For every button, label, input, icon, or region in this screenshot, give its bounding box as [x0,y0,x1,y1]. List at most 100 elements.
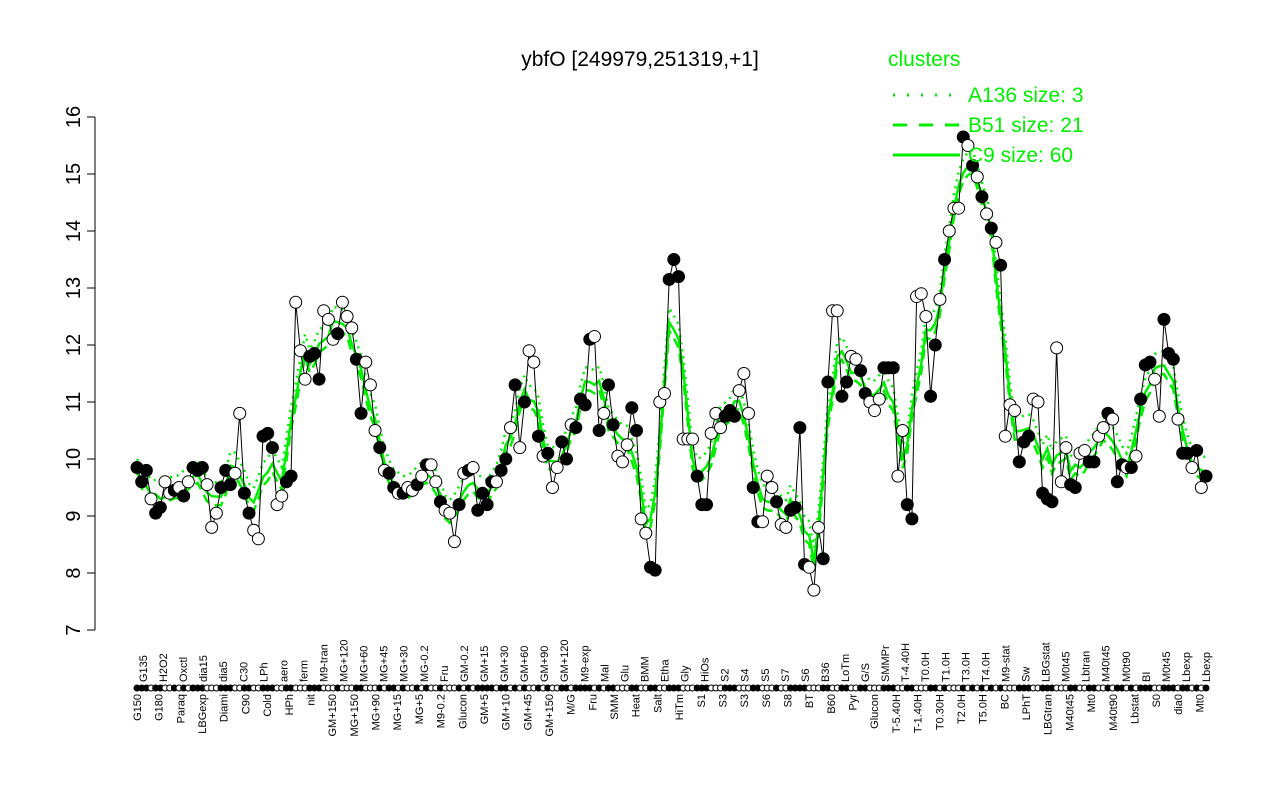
x-tick-label-bottom: LPhT [1021,694,1033,721]
data-point [181,475,195,489]
x-tick-label-top: T3.0H [960,652,972,682]
data-point [298,372,312,386]
data-point [830,304,844,318]
data-point [756,515,770,529]
data-point [550,461,564,475]
data-point [228,466,242,480]
x-tick-label-top: B36 [820,662,832,682]
data-point [900,498,914,512]
data-point [429,475,443,489]
data-point [368,424,382,437]
cluster-lines [135,148,1207,571]
data-point [340,310,354,323]
data-point [251,532,265,546]
data-point [354,406,368,420]
series-line [136,135,1207,591]
x-tick-label-top: T0.0H [920,652,932,682]
x-tick-label-bottom: nit [305,694,317,706]
data-point [984,221,998,235]
data-point [359,355,373,369]
data-point [886,361,900,375]
x-tick-label-top: Glu [619,665,631,682]
x-tick-label-bottom: T-5.40H [891,694,903,733]
data-point [1171,412,1185,426]
legend-entry-a136: A136 size: 3 [968,84,1084,107]
data-point [802,560,816,574]
data-point [471,503,485,517]
x-tick-label-top: Lbtran [1081,651,1093,682]
data-point [424,458,438,472]
x-tick-label-top: M40t45 [1101,645,1113,682]
y-tick-label: 15 [63,163,85,185]
data-point [648,563,662,577]
x-tick-label-top: T-4.40H [900,643,912,682]
data-point [625,401,639,415]
x-tick-label-bottom: Mt0 [1086,694,1098,712]
data-point [742,406,756,420]
data-point [601,378,615,392]
y-axis: 7 8 9 10 11 12 13 14 15 16 [63,106,96,636]
x-rug-point [1202,684,1210,692]
legend-entry-b51: B51 size: 21 [968,114,1084,137]
x-tick-label-bottom: LBGtran [1043,694,1055,735]
x-tick-label-bottom: MG+90 [371,694,383,730]
data-point [704,426,718,440]
y-tick-label: 8 [63,567,85,578]
x-tick-label-bottom: BT [804,694,816,708]
data-point [1045,495,1059,509]
data-point [592,424,606,437]
x-tick-label-bottom: T5.0H [978,694,990,724]
data-point [732,384,746,398]
data-point [933,292,947,306]
data-point [578,398,592,412]
x-tick-label-bottom: MG+150 [349,694,361,737]
data-point [714,421,728,435]
data-point [639,526,653,540]
data-point [331,327,345,341]
data-point [620,438,634,452]
data-point [447,535,461,549]
data-point [1166,352,1180,366]
data-point [135,475,149,489]
data-point [1194,481,1208,494]
x-tick-label-top: M9-exp [579,645,591,682]
x-tick-label-bottom: S3 [739,694,751,707]
x-tick-label-bottom: M40t45 [1064,694,1076,731]
chart-title: ybfO [249979,251319,+1] [521,48,759,71]
x-tick-label-top: MG-0.2 [419,645,431,682]
x-tick-label-bottom: GM+5 [479,694,491,724]
data-point [737,367,751,380]
x-tick-label-bottom: Fru [587,694,599,711]
x-tick-label-top: GM+120 [559,640,571,683]
x-tick-label-bottom: S3 [717,694,729,707]
data-point [812,520,826,534]
data-point [153,500,167,514]
x-tick-label-top: T4.0H [980,652,992,682]
data-point [765,481,779,494]
data-point [868,404,882,418]
x-tick-label-bottom: T2.0H [956,694,968,724]
data-point [312,372,326,386]
x-tick-label-top: BMM [639,656,651,682]
x-tick-label-top: S7 [780,669,792,682]
data-point [443,506,457,520]
data-point [1110,475,1124,489]
data-point [634,512,648,526]
data-point [779,520,793,534]
data-point [382,466,396,480]
x-tick-label-bottom: T0.30H [934,694,946,730]
data-point [1008,404,1022,418]
data-point [545,481,559,494]
data-point [541,446,555,460]
data-point [1199,469,1213,483]
data-point [275,489,289,503]
data-point [345,321,359,335]
data-point [840,375,854,389]
data-point [200,478,214,492]
data-point [821,375,835,389]
data-point [1022,429,1036,443]
data-point [629,424,643,437]
x-tick-label-top: T1.0H [940,652,952,682]
data-point [998,429,1012,443]
data-point [672,270,686,284]
